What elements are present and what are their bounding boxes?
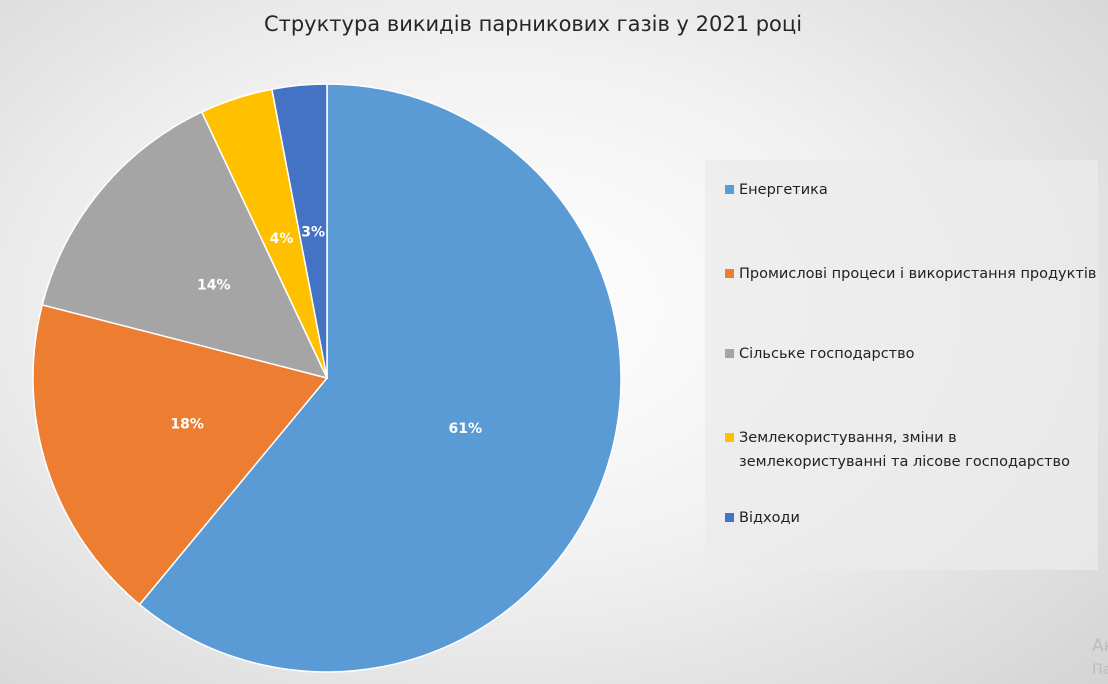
pie-slice-4: [271, 83, 328, 379]
legend-label: Відходи: [739, 510, 800, 526]
legend-item-energy: Енергетика: [725, 178, 1099, 202]
legend-item-waste: Відходи: [725, 506, 1099, 530]
legend-swatch: [725, 185, 734, 194]
legend: Енергетика Промислові процеси і використ…: [705, 160, 1098, 570]
data-label-3: 4%: [270, 231, 294, 247]
legend-item-land-use: Землекористування, зміни в землекористув…: [725, 426, 1099, 474]
legend-label: Промислові процеси і використання продук…: [739, 266, 1097, 282]
legend-swatch: [725, 269, 734, 278]
pie-slice-1: [32, 303, 329, 606]
watermark-line2: Па: [1092, 662, 1108, 678]
legend-item-industry: Промислові процеси і використання продук…: [725, 262, 1099, 286]
legend-swatch: [725, 433, 734, 442]
chart-title: Структура викидів парникових газів у 202…: [263, 12, 803, 36]
legend-swatch: [725, 513, 734, 522]
watermark-line1: Ак: [1092, 636, 1108, 656]
legend-label: Сільське господарство: [739, 346, 915, 362]
data-label-4: 3%: [301, 225, 325, 241]
legend-label: Енергетика: [739, 182, 828, 198]
legend-item-agriculture: Сільське господарство: [725, 342, 1099, 366]
legend-label: Землекористування, зміни в землекористув…: [739, 430, 1070, 470]
pie-slice-2: [41, 110, 329, 380]
data-label-2: 14%: [197, 277, 231, 293]
legend-swatch: [725, 349, 734, 358]
pie-slice-0: [138, 83, 622, 673]
data-label-0: 61%: [449, 421, 483, 437]
data-label-1: 18%: [170, 416, 204, 432]
